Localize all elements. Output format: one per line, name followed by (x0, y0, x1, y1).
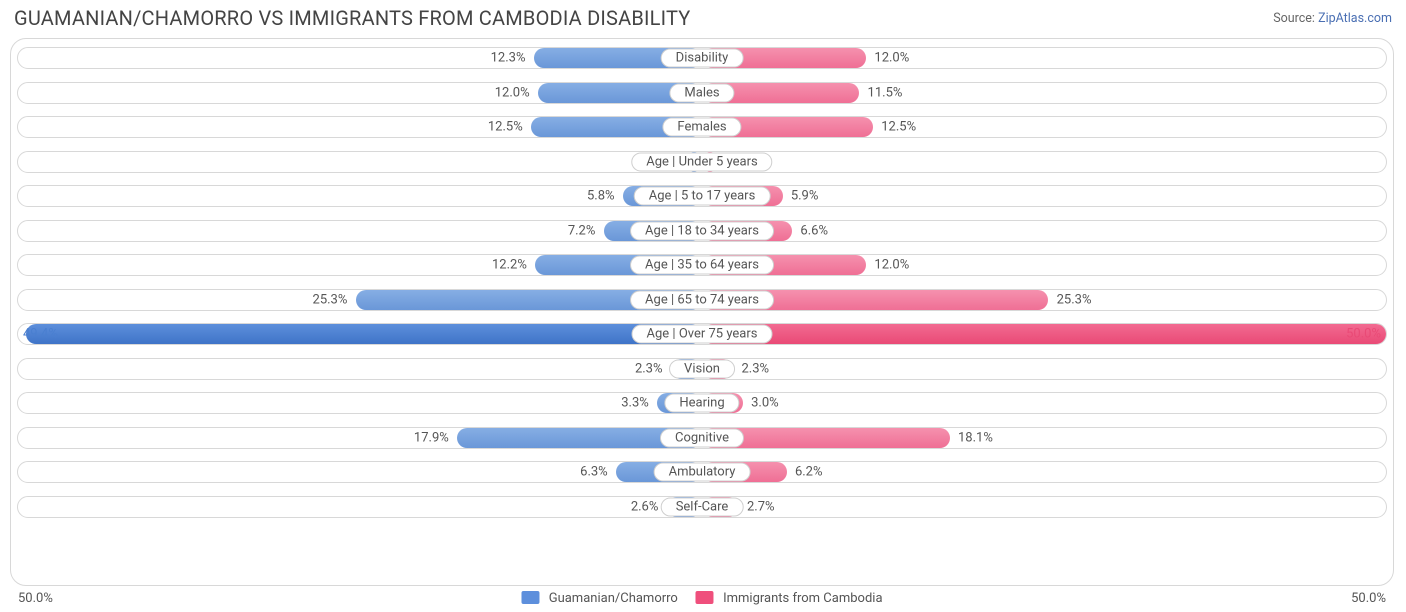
category-label: Age | 18 to 34 years (630, 221, 774, 240)
value-left: 7.2% (568, 223, 596, 238)
chart-title: GUAMANIAN/CHAMORRO VS IMMIGRANTS FROM CA… (14, 6, 691, 30)
value-right: 12.5% (881, 120, 916, 135)
diverging-bar-chart: Disability 12.3% 12.0% Males 12.0% 11.5% Femal… (10, 38, 1394, 586)
value-right: 5.9% (791, 189, 819, 204)
source-attribution: Source: ZipAtlas.com (1273, 11, 1392, 26)
value-right: 12.0% (874, 258, 909, 273)
legend-item-left: Guamanian/Chamorro (521, 591, 677, 606)
legend-label-left: Guamanian/Chamorro (549, 591, 678, 606)
legend-swatch-icon (696, 591, 714, 604)
chart-row: Cognitive 17.9% 18.1% (11, 421, 1393, 456)
value-right: 12.0% (874, 51, 909, 66)
value-right: 50.0% (1346, 327, 1381, 342)
chart-row: Females 12.5% 12.5% (11, 110, 1393, 145)
value-left: 12.5% (488, 120, 523, 135)
source-link[interactable]: ZipAtlas.com (1318, 11, 1392, 26)
category-label: Cognitive (660, 428, 744, 447)
value-right: 6.6% (800, 223, 828, 238)
chart-row: Age | 35 to 64 years 12.2% 12.0% (11, 248, 1393, 283)
value-left: 17.9% (414, 430, 449, 445)
chart-row: Ambulatory 6.3% 6.2% (11, 455, 1393, 490)
chart-row: Hearing 3.3% 3.0% (11, 386, 1393, 421)
value-left: 3.3% (621, 396, 649, 411)
legend-label-right: Immigrants from Cambodia (723, 591, 882, 606)
value-right: 6.2% (795, 465, 823, 480)
axis-max-left: 50.0% (18, 591, 53, 606)
legend-item-right: Immigrants from Cambodia (696, 591, 883, 606)
value-right: 25.3% (1057, 292, 1092, 307)
axis-max-right: 50.0% (1351, 591, 1386, 606)
value-right: 3.0% (751, 396, 779, 411)
chart-row: Self-Care2.6% 2.7% (11, 490, 1393, 525)
category-label: Ambulatory (654, 463, 751, 482)
value-right: 2.3% (742, 361, 770, 376)
category-label: Vision (669, 359, 735, 378)
bar-right (702, 324, 1386, 344)
chart-row: Age | 65 to 74 years 25.3% 25.3% (11, 283, 1393, 318)
chart-row: Disability 12.3% 12.0% (11, 41, 1393, 76)
category-label: Males (669, 83, 734, 102)
value-right: 11.5% (868, 85, 903, 100)
value-left: 49.4% (23, 327, 58, 342)
category-label: Females (662, 118, 741, 137)
source-label: Source: (1273, 11, 1315, 26)
category-label: Age | 35 to 64 years (630, 256, 774, 275)
value-left: 6.3% (580, 465, 608, 480)
value-left: 12.0% (495, 85, 530, 100)
chart-row: Age | 5 to 17 years 5.8% 5.9% (11, 179, 1393, 214)
chart-row: Age | 18 to 34 years 7.2% 6.6% (11, 214, 1393, 249)
category-label: Self-Care (661, 497, 744, 516)
value-left: 25.3% (313, 292, 348, 307)
category-label: Age | Over 75 years (632, 325, 773, 344)
value-right: 18.1% (958, 430, 993, 445)
value-right: 2.7% (747, 499, 775, 514)
chart-row: Age | Over 75 years 49.4% 50.0% (11, 317, 1393, 352)
legend-swatch-icon (521, 591, 539, 604)
category-label: Age | 5 to 17 years (634, 187, 771, 206)
bar-left (26, 324, 702, 344)
chart-row: Males 12.0% 11.5% (11, 76, 1393, 111)
category-label: Hearing (664, 394, 739, 413)
value-left: 12.3% (491, 51, 526, 66)
value-left: 2.3% (635, 361, 663, 376)
category-label: Disability (661, 49, 744, 68)
category-label: Age | Under 5 years (631, 152, 772, 171)
chart-row: Vision 2.3% 2.3% (11, 352, 1393, 387)
value-left: 2.6% (631, 499, 659, 514)
chart-row: Age | Under 5 years1.2%1.2% (11, 145, 1393, 180)
legend: Guamanian/Chamorro Immigrants from Cambo… (521, 591, 882, 606)
category-label: Age | 65 to 74 years (630, 290, 774, 309)
value-left: 5.8% (587, 189, 615, 204)
value-left: 12.2% (492, 258, 527, 273)
